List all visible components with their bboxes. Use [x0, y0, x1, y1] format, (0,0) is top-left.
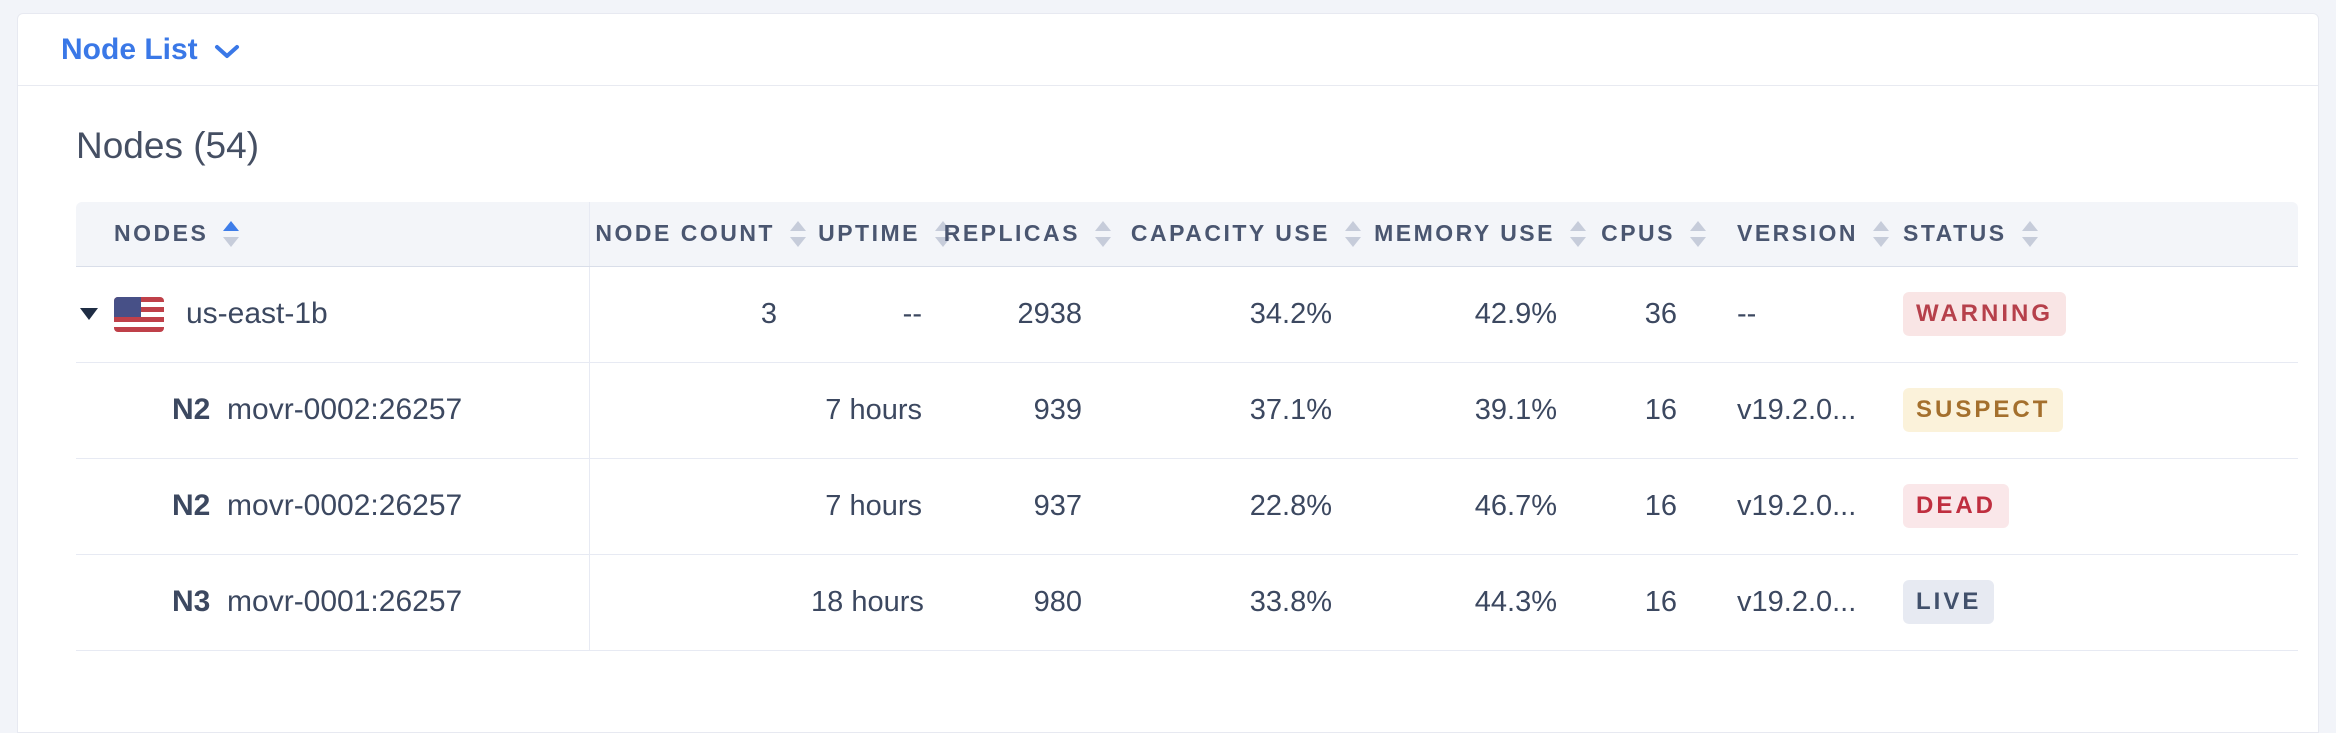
cell-version: v19.2.0... [1711, 458, 1891, 555]
column-label: CAPACITY USE [1130, 220, 1330, 247]
column-label: MEMORY USE [1374, 220, 1555, 247]
cell-uptime: 7 hours [811, 458, 956, 555]
column-label: NODES [114, 220, 209, 247]
column-header-memory-use[interactable]: MEMORY USE [1366, 202, 1591, 267]
node-address[interactable]: movr-0001:26257 [227, 585, 463, 618]
column-label: VERSION [1737, 220, 1859, 247]
cell-node-count [589, 458, 811, 555]
nodes-table: NODES NODE COUNT [76, 202, 2298, 651]
column-header-node-count[interactable]: NODE COUNT [589, 202, 811, 267]
sort-icon[interactable] [2021, 220, 2039, 248]
cell-node-count [589, 362, 811, 459]
sort-icon[interactable] [789, 220, 807, 248]
cell-cpus: 16 [1591, 458, 1711, 555]
column-label: REPLICAS [943, 220, 1080, 247]
column-header-uptime[interactable]: UPTIME [811, 202, 956, 267]
sort-icon[interactable] [1344, 220, 1362, 248]
cell-memory-use: 46.7% [1366, 458, 1591, 555]
cell-cpus: 16 [1591, 554, 1711, 651]
column-label: CPUS [1601, 220, 1675, 247]
status-badge: LIVE [1903, 580, 1995, 624]
table-row-node[interactable]: N3 movr-0001:26257 18 hours 980 33.8% 44… [76, 554, 2298, 651]
cell-cpus: 36 [1591, 266, 1711, 363]
node-id-tag: N3 [172, 585, 219, 618]
column-header-replicas[interactable]: REPLICAS [944, 202, 1116, 267]
sort-icon[interactable] [1872, 220, 1890, 248]
cell-replicas: 2938 [956, 266, 1116, 363]
cell-replicas: 980 [956, 554, 1116, 651]
sort-icon[interactable] [934, 220, 952, 248]
table-header: NODES NODE COUNT [76, 202, 2298, 267]
column-header-status[interactable]: STATUS [1891, 202, 2298, 267]
us-flag-icon [114, 296, 164, 332]
cell-capacity-use: 22.8% [1116, 458, 1366, 555]
region-name[interactable]: us-east-1b [186, 297, 328, 330]
column-header-cpus[interactable]: CPUS [1591, 202, 1711, 267]
cell-memory-use: 42.9% [1366, 266, 1591, 363]
status-badge: SUSPECT [1903, 388, 2064, 432]
column-header-nodes[interactable]: NODES [76, 202, 590, 267]
collapse-expander-icon[interactable] [80, 308, 98, 320]
cell-cpus: 16 [1591, 362, 1711, 459]
column-label: STATUS [1903, 220, 2007, 247]
node-list-dropdown-label: Node List [61, 32, 198, 66]
cell-capacity-use: 33.8% [1116, 554, 1366, 651]
sort-icon[interactable] [1569, 220, 1587, 248]
cell-version: -- [1711, 266, 1891, 363]
table-row-region[interactable]: us-east-1b 3 -- 2938 34.2% 42.9% 36 -- W… [76, 266, 2298, 363]
column-header-version[interactable]: VERSION [1711, 202, 1891, 267]
cell-uptime: 7 hours [811, 362, 956, 459]
column-label: NODE COUNT [595, 220, 775, 247]
table-row-node[interactable]: N2 movr-0002:26257 7 hours 939 37.1% 39.… [76, 362, 2298, 459]
status-badge: DEAD [1903, 484, 2010, 528]
node-id-tag: N2 [172, 393, 219, 426]
content: Nodes (54) [18, 86, 2318, 651]
cell-uptime: 18 hours [811, 554, 956, 651]
node-list-card: Node List Nodes (54) [17, 13, 2319, 733]
cell-version: v19.2.0... [1711, 554, 1891, 651]
page-title: Nodes (54) [76, 125, 260, 166]
node-address[interactable]: movr-0002:26257 [227, 393, 463, 426]
node-address[interactable]: movr-0002:26257 [227, 489, 463, 522]
node-id-tag: N2 [172, 489, 219, 522]
status-badge: WARNING [1903, 292, 2066, 336]
node-list-dropdown[interactable]: Node List [61, 33, 240, 67]
table-row-node[interactable]: N2 movr-0002:26257 7 hours 937 22.8% 46.… [76, 458, 2298, 555]
cell-node-count: 3 [589, 266, 811, 363]
sort-icon-active-asc[interactable] [222, 220, 240, 248]
cell-replicas: 937 [956, 458, 1116, 555]
cell-replicas: 939 [956, 362, 1116, 459]
sort-icon[interactable] [1689, 220, 1707, 248]
topbar: Node List [18, 14, 2318, 86]
sort-icon[interactable] [1094, 220, 1112, 248]
cell-memory-use: 39.1% [1366, 362, 1591, 459]
cell-uptime: -- [811, 266, 956, 363]
cell-version: v19.2.0... [1711, 362, 1891, 459]
cell-node-count [589, 554, 811, 651]
cell-capacity-use: 37.1% [1116, 362, 1366, 459]
column-label: UPTIME [818, 220, 920, 247]
cell-memory-use: 44.3% [1366, 554, 1591, 651]
cell-capacity-use: 34.2% [1116, 266, 1366, 363]
column-header-capacity-use[interactable]: CAPACITY USE [1116, 202, 1366, 267]
chevron-down-icon [214, 44, 239, 58]
